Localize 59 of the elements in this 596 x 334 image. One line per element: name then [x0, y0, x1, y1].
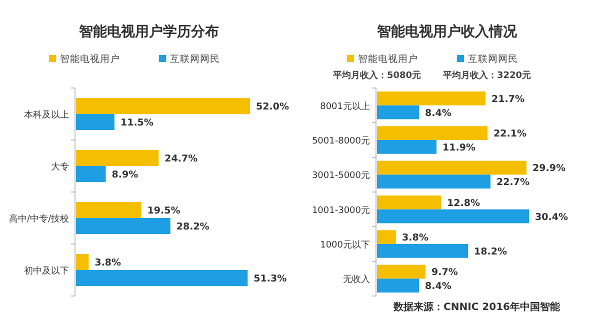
bar [377, 244, 468, 258]
data-label: 11.5% [120, 118, 154, 128]
data-label: 3.8% [94, 258, 122, 268]
y-tick-label: 高中/中专/技校 [8, 214, 69, 224]
data-label: 30.4% [535, 212, 568, 223]
bar [76, 150, 159, 166]
data-label: 8.4% [425, 281, 452, 292]
data-label: 28.2% [176, 222, 210, 232]
data-label: 22.1% [494, 128, 527, 140]
bar [377, 160, 526, 175]
bar [76, 114, 114, 130]
text: 平均月收入：3220元 [442, 70, 532, 81]
y-tick-label: 8001元以上 [320, 100, 370, 112]
data-label: 11.9% [442, 142, 476, 154]
bar [377, 126, 488, 140]
data-label: 22.7% [496, 177, 530, 188]
data-label: 3.8% [402, 232, 429, 244]
bar [377, 264, 426, 279]
data-label: 8.9% [112, 170, 139, 180]
bar [377, 195, 441, 210]
legend-label: 互联网网民 [468, 53, 518, 65]
data-label: 24.7% [164, 154, 198, 164]
bar [76, 98, 250, 114]
data-label: 9.7% [432, 267, 458, 278]
bar [377, 140, 436, 154]
bar [377, 91, 486, 106]
legend-label: 互联网网民 [170, 53, 220, 65]
data-label: 19.5% [147, 206, 181, 216]
data-label: 12.8% [447, 198, 480, 209]
data-label: 21.7% [492, 94, 525, 105]
bar [76, 202, 142, 218]
y-tick-label: 3001-5000元 [312, 170, 370, 182]
y-tick-label: 初中及以下 [24, 266, 69, 276]
data-label: 8.4% [425, 108, 452, 119]
source-note: 数据来源：CNNIC 2016年中国智能 [392, 301, 561, 313]
y-tick-label: 无收入 [343, 274, 370, 286]
text: 平均月收入：5080元 [332, 70, 422, 81]
legend-label: 智能电视用户 [60, 53, 120, 65]
chart-title: 智能电视用户学历分布 [78, 23, 219, 40]
chart-title: 智能电视用户收入情况 [376, 23, 518, 40]
bar [377, 278, 419, 293]
y-tick-label: 本科及以上 [24, 110, 69, 120]
data-label: 51.3% [254, 274, 288, 284]
data-label: 29.9% [532, 163, 566, 174]
y-tick-label: 5001-8000元 [312, 136, 370, 146]
data-label: 18.2% [474, 246, 508, 258]
y-tick-label: 1000元以下 [320, 240, 370, 250]
y-tick-label: 大专 [51, 162, 69, 172]
legend-label: 智能电视用户 [358, 53, 418, 65]
bar [377, 230, 396, 244]
bar [377, 105, 419, 120]
bar [377, 174, 490, 189]
bar [76, 254, 89, 270]
bar [377, 209, 529, 224]
bar [76, 166, 106, 182]
data-label: 52.0% [256, 102, 290, 112]
bar [76, 218, 170, 234]
bar [76, 270, 248, 286]
y-tick-label: 1001-3000元 [312, 204, 370, 216]
